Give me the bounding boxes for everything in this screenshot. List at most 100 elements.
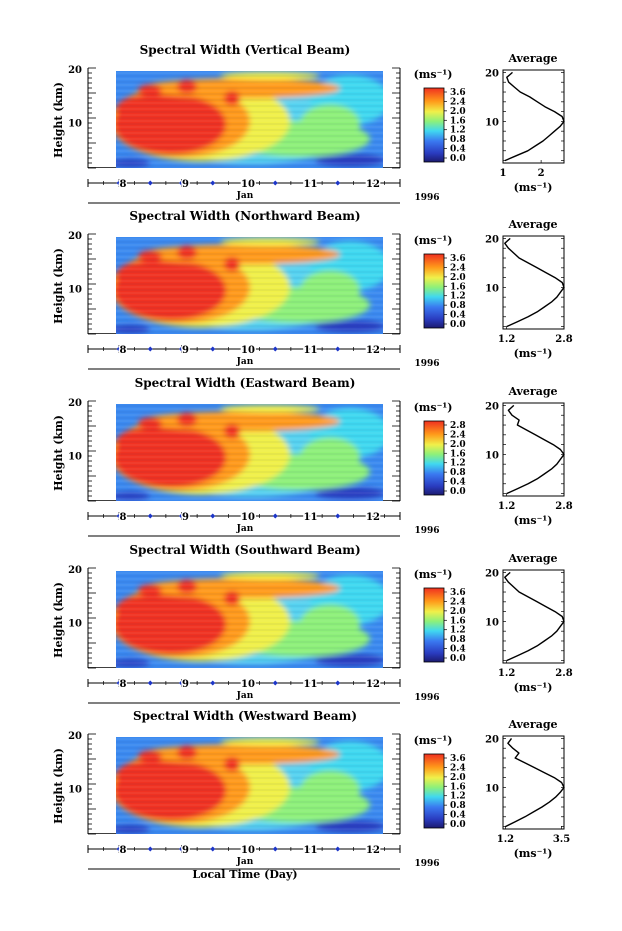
- colorbar-tick-label: 3.6: [450, 254, 466, 264]
- heatmap-region: [315, 154, 383, 167]
- time-marker: [116, 846, 122, 852]
- colorbar: [423, 587, 445, 663]
- heatmap-region: [300, 437, 360, 478]
- average-profile: [506, 404, 565, 495]
- time-marker: [366, 680, 372, 686]
- x-tick-label: 10: [241, 345, 255, 356]
- panel-title: Spectral Width (Westward Beam): [133, 709, 357, 723]
- average-y-label: 20: [485, 401, 499, 412]
- time-marker: [272, 846, 278, 852]
- colorbar-tick-label: 0.8: [450, 801, 466, 811]
- y-tick-label: 10: [68, 118, 82, 129]
- colorbar: [423, 87, 445, 163]
- colorbar-tick-label: 0.4: [450, 311, 466, 321]
- panel-5: Spectral Width (Westward Beam)2010Height…: [52, 709, 570, 870]
- time-marker: [335, 680, 341, 686]
- time-marker: [210, 346, 216, 352]
- x-tick-label: 8: [120, 512, 127, 523]
- average-y-label: 20: [485, 234, 499, 245]
- colorbar-tick-label: 2.0: [450, 107, 466, 117]
- time-marker: [116, 680, 122, 686]
- x-tick-label: 10: [241, 845, 255, 856]
- x-tick-label: 12: [366, 179, 380, 190]
- y-axis-label: Height (km): [52, 748, 65, 824]
- heatmap-blobs: [116, 404, 383, 501]
- colorbar-tick-label: 1.2: [450, 292, 466, 302]
- x-tick-label: 8: [120, 845, 127, 856]
- heatmap-striation: [116, 238, 383, 333]
- year-label: 1996: [414, 693, 439, 703]
- heatmap-region: [140, 578, 340, 599]
- heatmap-region: [138, 417, 162, 430]
- heatmap-region: [140, 244, 340, 265]
- time-marker: [366, 846, 372, 852]
- y-axis-label: Height (km): [52, 82, 65, 158]
- time-marker: [335, 346, 341, 352]
- heatmap-region: [116, 492, 150, 501]
- x-tick-label: 12: [366, 512, 380, 523]
- x-tick-label: 12: [366, 345, 380, 356]
- heatmap-field: [116, 571, 383, 668]
- heatmap-region: [224, 424, 240, 439]
- time-marker: [366, 346, 372, 352]
- time-marker: [366, 180, 372, 186]
- time-marker: [210, 513, 216, 519]
- colorbar-tick-label: 1.6: [450, 616, 466, 626]
- average-xlabel: (ms⁻¹): [514, 181, 553, 194]
- x-axis-label: Jan: [236, 691, 254, 701]
- heatmap-region: [224, 757, 240, 772]
- heatmap-region: [300, 770, 360, 811]
- y-tick-label: 20: [68, 398, 82, 409]
- x-tick-label: 8: [120, 179, 127, 190]
- colorbar-tick-label: 0.0: [450, 487, 466, 497]
- time-marker: [210, 846, 216, 852]
- time-marker: [272, 680, 278, 686]
- time-marker: [304, 680, 309, 686]
- average-y-label: 10: [485, 783, 499, 794]
- colorbar-tick-label: 0.4: [450, 478, 466, 488]
- panel-title: Spectral Width (Vertical Beam): [140, 43, 351, 57]
- heatmap-region: [116, 261, 164, 290]
- average-x-label: 2.8: [555, 668, 572, 679]
- x-tick-label: 12: [366, 679, 380, 690]
- heatmap-region: [116, 595, 164, 624]
- time-marker: [304, 513, 309, 519]
- average-x-label: 2.8: [555, 334, 572, 345]
- average-frame: [502, 569, 565, 664]
- colorbar-tick-label: 2.4: [450, 97, 466, 107]
- time-marker: [147, 846, 153, 852]
- heatmap-field: [116, 737, 383, 834]
- y-axis-label: Height (km): [52, 415, 65, 491]
- heatmap-blobs: [116, 737, 383, 834]
- colorbar: [423, 753, 445, 829]
- x-tick-label: 11: [304, 679, 318, 690]
- heatmap-region: [220, 237, 320, 246]
- heatmap-blobs: [116, 237, 383, 334]
- panel-title: Spectral Width (Northward Beam): [129, 209, 360, 223]
- heatmap-region: [116, 761, 164, 790]
- time-marker: [116, 513, 122, 519]
- time-marker: [272, 180, 278, 186]
- colorbar-tick-label: 2.8: [450, 421, 466, 431]
- heatmap-region: [224, 591, 240, 606]
- average-profile: [504, 571, 565, 662]
- colorbar-tick-label: 0.8: [450, 468, 466, 478]
- time-marker: [335, 180, 341, 186]
- average-xlabel: (ms⁻¹): [514, 347, 553, 360]
- x-tick-label: 8: [120, 345, 127, 356]
- average-xlabel: (ms⁻¹): [514, 681, 553, 694]
- average-y-label: 10: [485, 283, 499, 294]
- time-marker: [335, 846, 341, 852]
- colorbar-tick-label: 1.2: [450, 792, 466, 802]
- x-tick-label: 11: [304, 345, 318, 356]
- colorbar-tick-label: 2.0: [450, 273, 466, 283]
- year-label: 1996: [414, 859, 439, 869]
- average-x-label: 1: [500, 168, 507, 179]
- average-profile: [505, 737, 565, 828]
- colorbar-unit: (ms⁻¹): [414, 234, 453, 247]
- time-marker: [366, 513, 372, 519]
- colorbar-tick-label: 0.8: [450, 135, 466, 145]
- heatmap-striation: [116, 738, 383, 833]
- heatmap-field: [116, 237, 383, 334]
- y-tick-label: 10: [68, 284, 82, 295]
